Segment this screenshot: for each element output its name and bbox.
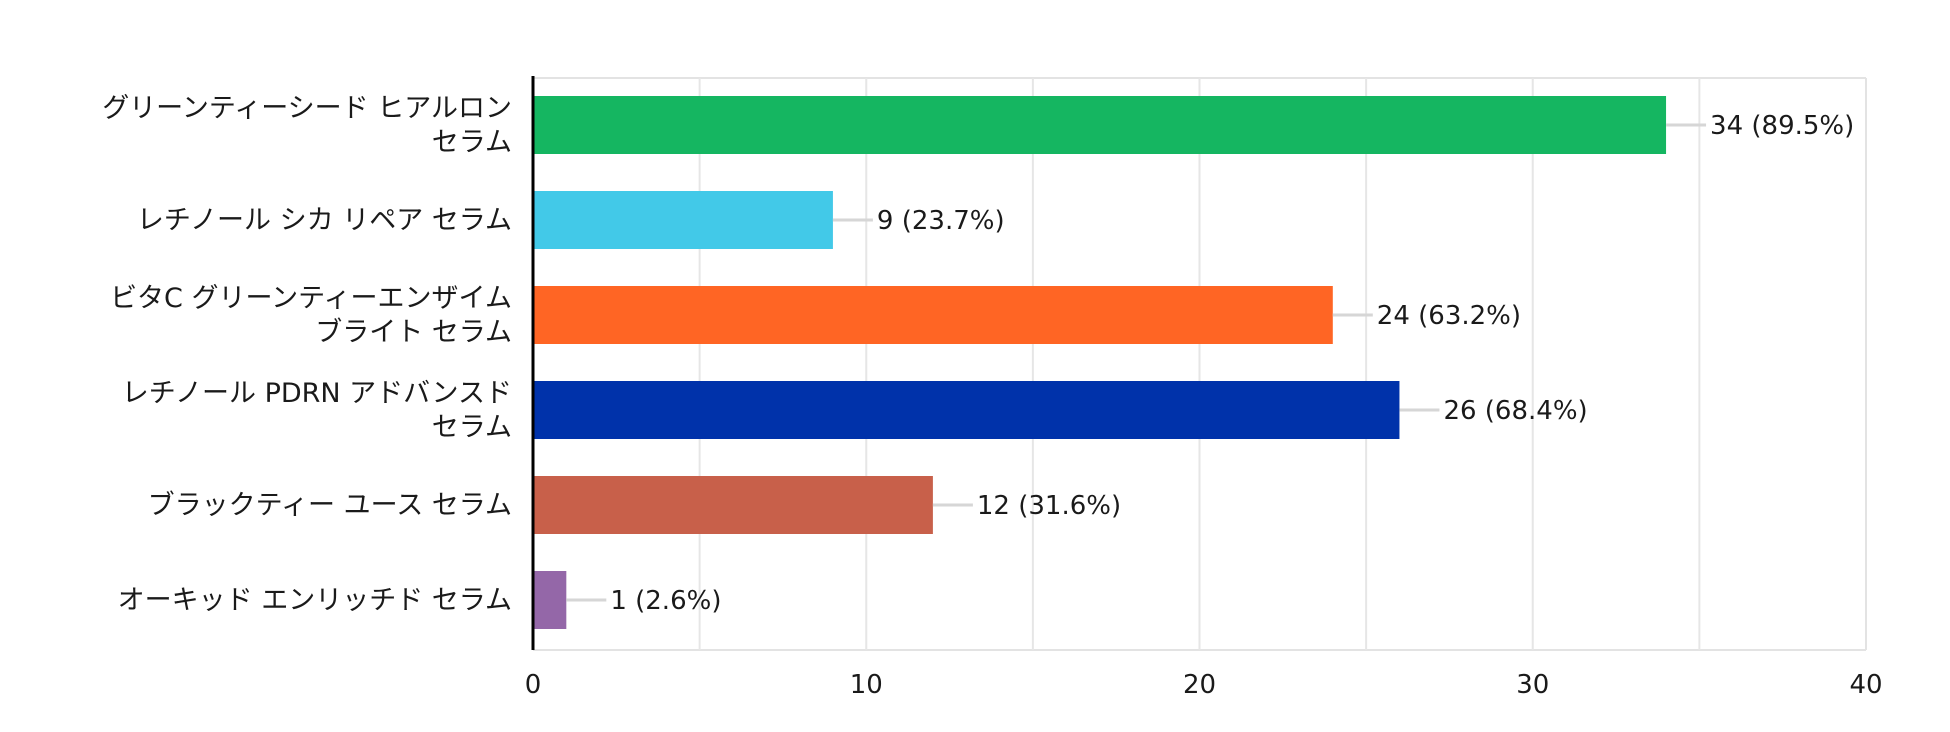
bar: [533, 286, 1333, 344]
value-label: 9 (23.7%): [877, 206, 1005, 236]
axes: 0 10 20 30 40: [525, 76, 1883, 700]
value-label: 26 (68.4%): [1443, 396, 1587, 426]
bars: [533, 96, 1667, 629]
x-tick-label: 10: [850, 670, 883, 700]
category-label: ビタC グリーンティーエンザイム: [110, 283, 512, 314]
category-label: レチノール PDRN アドバンスド: [122, 378, 512, 409]
category-label: ブライト セラム: [315, 317, 512, 348]
bar: [533, 191, 833, 249]
x-tick-label: 30: [1516, 670, 1549, 700]
category-label: オーキッド エンリッチド セラム: [118, 585, 512, 616]
bar: [533, 96, 1667, 154]
x-tick-label: 20: [1183, 670, 1216, 700]
grid: [533, 77, 1867, 651]
value-label: 34 (89.5%): [1710, 111, 1854, 141]
value-label: 12 (31.6%): [977, 491, 1121, 521]
category-label: グリーンティーシード ヒアルロン: [102, 93, 512, 124]
category-label: レチノール シカ リペア セラム: [137, 205, 512, 236]
x-tick-label: 40: [1849, 670, 1882, 700]
category-label: セラム: [432, 127, 512, 158]
value-label: 24 (63.2%): [1377, 301, 1521, 331]
bar: [533, 571, 567, 629]
value-label: 1 (2.6%): [610, 586, 721, 616]
x-tick-label: 0: [525, 670, 542, 700]
category-label: ブラックティー ユース セラム: [148, 490, 512, 521]
bar: [533, 476, 933, 534]
bar: [533, 381, 1400, 439]
category-label: セラム: [432, 412, 512, 443]
